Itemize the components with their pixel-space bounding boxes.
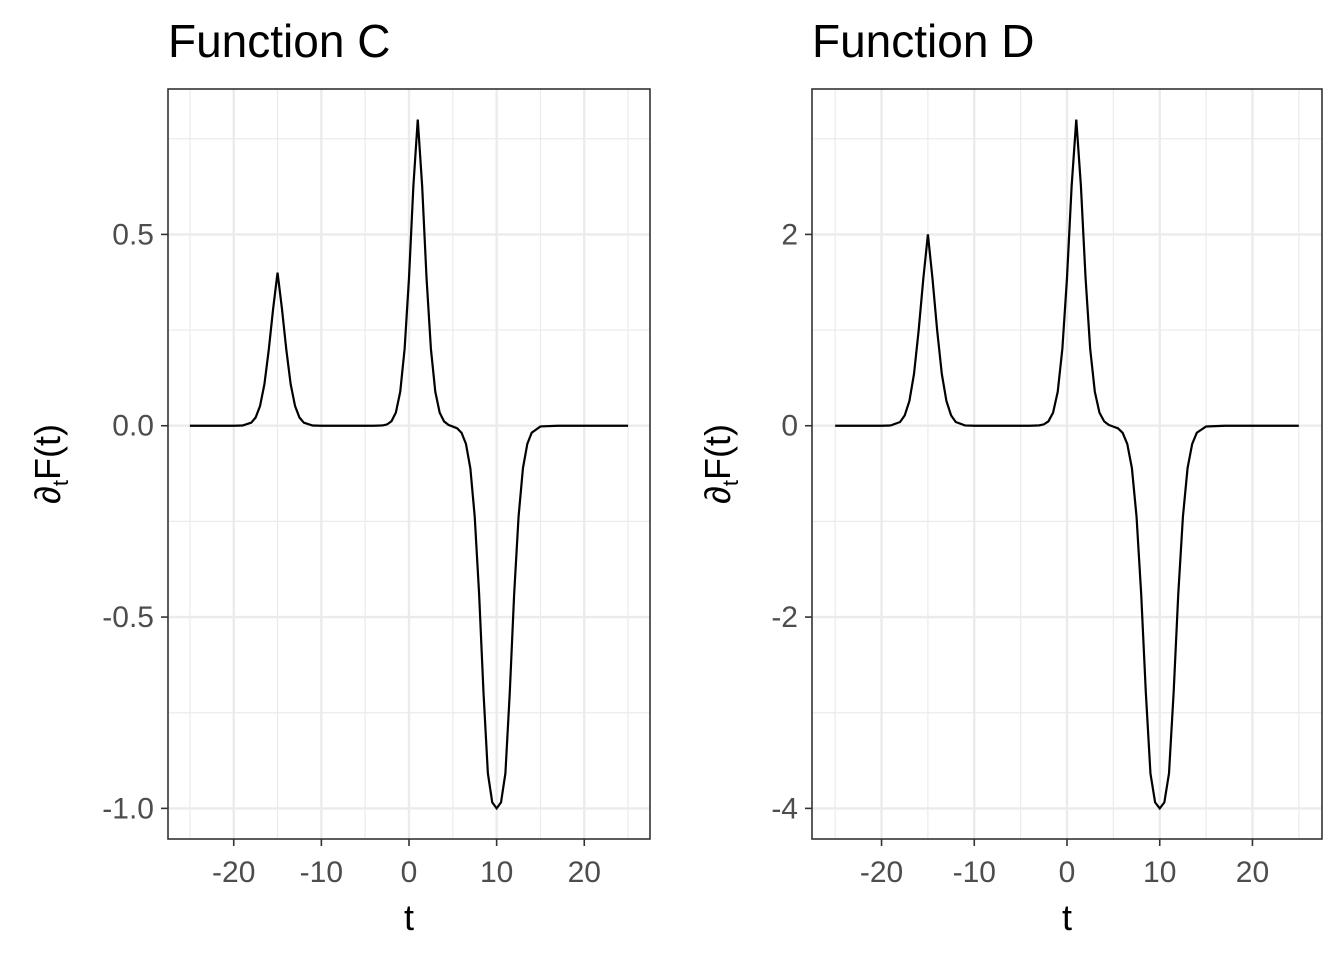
x-tick-label: -10 [953,856,996,889]
y-tick-label: 0.0 [112,410,154,443]
chart-title: Function C [168,15,390,67]
x-tick-label: -10 [300,856,343,889]
x-axis-title: t [1062,897,1072,938]
x-tick-label: -20 [212,856,255,889]
x-tick-label: 0 [1059,856,1076,889]
x-tick-label: 10 [480,856,513,889]
y-tick-label: -4 [771,792,798,825]
y-axis-title: ∂tF(t) [27,424,73,504]
x-tick-label: 20 [568,856,601,889]
x-tick-label: 20 [1236,856,1269,889]
series-line [189,119,629,811]
x-tick-label: -20 [860,856,903,889]
y-tick-label: 0.5 [112,218,154,251]
y-tick-label: -1.0 [102,792,154,825]
y-tick-label: 0 [781,410,798,443]
x-axis-title: t [404,897,414,938]
y-axis-title: ∂tF(t) [697,424,743,504]
x-tick-label: 0 [401,856,418,889]
y-tick-label: -0.5 [102,601,154,634]
y-tick-label: 2 [781,218,798,251]
y-tick-label: -2 [771,601,798,634]
x-tick-label: 10 [1143,856,1176,889]
chart-title: Function D [812,15,1034,67]
panel-function-c: -20 -10 0 10 20 -1.0 -0.5 0.0 0.5 Function C t ∂tF(… [27,15,651,938]
series-line [835,119,1299,811]
